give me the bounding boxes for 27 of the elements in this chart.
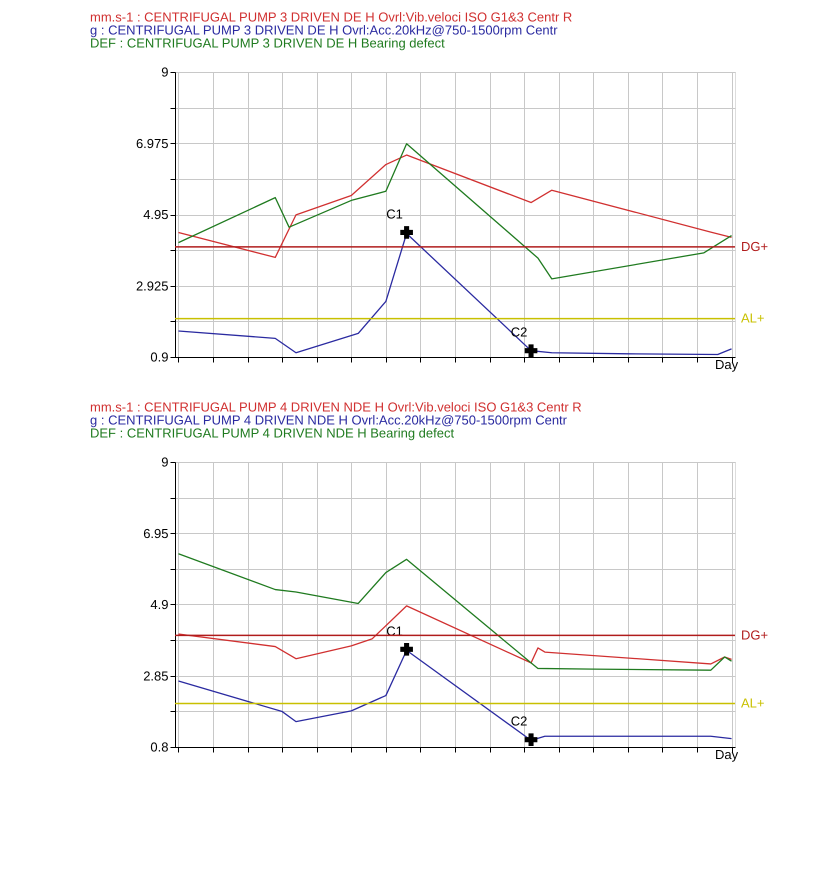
- data-label: C2: [510, 714, 528, 729]
- y-tick-label: 2.925: [136, 278, 168, 294]
- data-label: C1: [386, 206, 403, 222]
- text: mm.s-1 : CENTRIFUGAL PUMP 4 DRIVEN NDE H Ovrl:Vib.veloci ISO G1&3 Centr R: [90, 400, 582, 414]
- text: g : CENTRIFUGAL PUMP 4 DRIVEN NDE H Ovrl:Acc.20kHz@750-1500rpm Centr: [90, 412, 568, 428]
- text: mm.s-1 : CENTRIFUGAL PUMP 3 DRIVEN DE H Ovrl:Vib.veloci ISO G1&3 Centr R: [90, 10, 572, 24]
- ref-line-label: DG+: [741, 627, 768, 642]
- y-tick-label: 6.975: [136, 136, 168, 151]
- y-tick-label: 9: [161, 64, 168, 80]
- line-series: [178, 553, 732, 671]
- data-label: C2: [510, 324, 528, 340]
- x-axis-title: Day: [715, 747, 739, 762]
- ref-line-label: AL+: [741, 310, 764, 326]
- y-tick-label: 0.9: [150, 350, 168, 364]
- x-axis-title: Day: [715, 357, 739, 372]
- line-series: [178, 143, 732, 280]
- ref-line-label: DG+: [741, 238, 768, 254]
- ref-line-label: AL+: [741, 696, 764, 711]
- y-tick-label: 2.85: [143, 668, 168, 684]
- y-tick-label: 4.95: [143, 207, 168, 222]
- y-tick-label: 4.9: [150, 597, 168, 612]
- line-series: [178, 605, 732, 665]
- y-tick-label: 0.8: [150, 740, 168, 754]
- y-tick-label: 6.95: [143, 526, 168, 541]
- text: g : CENTRIFUGAL PUMP 3 DRIVEN DE H Ovrl:Acc.20kHz@750-1500rpm Centr: [90, 22, 558, 38]
- y-tick-label: 9: [161, 454, 168, 470]
- line-series: [178, 154, 732, 258]
